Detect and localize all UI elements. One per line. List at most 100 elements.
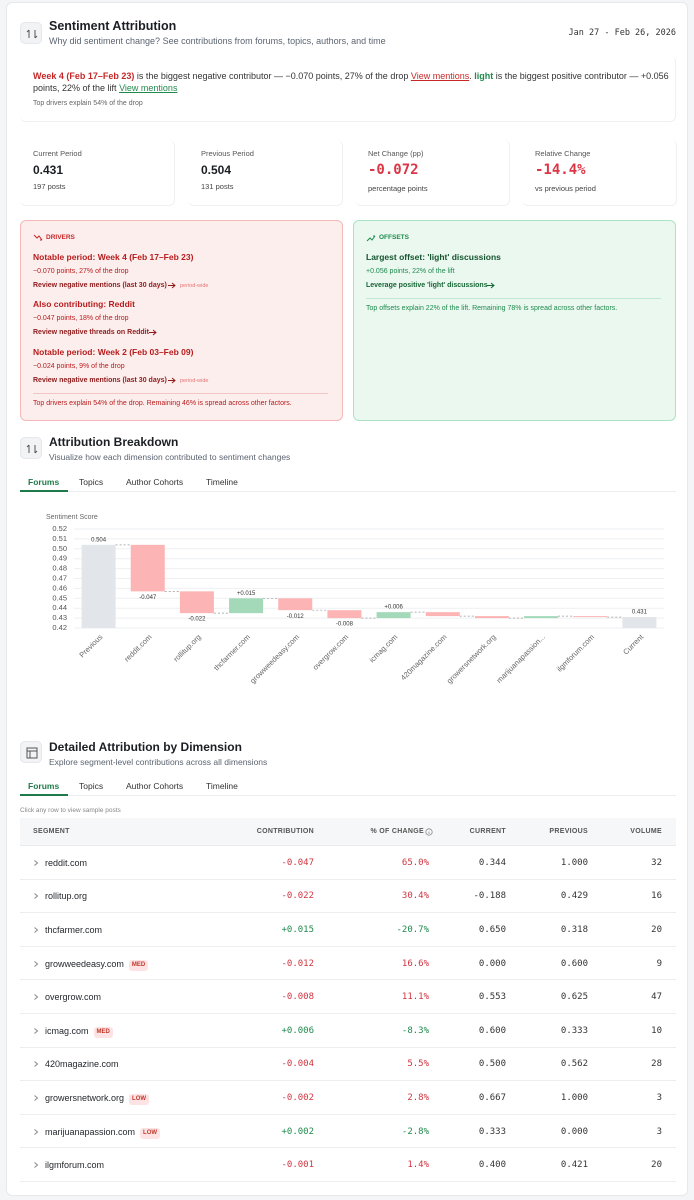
tab[interactable]: Timeline [206, 781, 238, 791]
table-row[interactable] [20, 980, 676, 1014]
negative-text: is the biggest negative contributor — −0… [136, 71, 409, 81]
section-icon [20, 437, 42, 459]
tab-underline [20, 490, 68, 492]
previous: 0.625 [560, 992, 588, 1003]
pct-change: 5.5% [407, 1059, 429, 1070]
y-tick-label: 0.49 [52, 554, 67, 563]
segment: rollitup.org [45, 891, 88, 902]
waterfall-chart: Sentiment Score 0.420.430.440.450.460.47… [46, 514, 664, 685]
chevron [33, 1058, 39, 1073]
tab[interactable]: Author Cohorts [126, 477, 184, 487]
tab[interactable]: Author Cohorts [126, 781, 184, 791]
tab[interactable]: Forums [28, 477, 60, 487]
driver-title: Also contributing: Reddit [33, 299, 135, 309]
x-tick-label: icmag.com [367, 632, 399, 664]
contribution: -0.004 [281, 1059, 314, 1070]
y-tick-label: 0.46 [52, 583, 67, 592]
current: 0.667 [478, 1093, 506, 1103]
tab[interactable]: Topics [79, 477, 104, 487]
kpi-value: -14.4% [535, 162, 586, 178]
tab-bar [20, 491, 676, 492]
table-row[interactable] [20, 913, 676, 947]
volume: 47 [651, 992, 662, 1003]
table-row[interactable] [20, 1048, 676, 1082]
segment: thcfarmer.com [45, 925, 103, 935]
driver-detail: −0.024 points, 9% of the drop [33, 363, 125, 370]
driver-link[interactable]: Review negative mentions (last 30 days) [33, 282, 167, 289]
segment-cell: growersnetwork.org LOW [45, 1092, 150, 1105]
segment: 420magazine.com [45, 1059, 119, 1070]
tab[interactable]: Timeline [206, 477, 238, 487]
table-row[interactable] [20, 1115, 676, 1149]
column-header: % OF CHANGE [370, 828, 424, 835]
kpi-label: Current Period [33, 149, 82, 158]
bar [130, 544, 165, 592]
kpi-card [20, 140, 175, 206]
icon-glyph [26, 747, 38, 759]
chevron [33, 958, 39, 973]
segment: overgrow.com [45, 992, 102, 1003]
kpi-value: 0.431 [33, 163, 64, 177]
date-range: Jan 27 - Feb 26, 2026 [568, 28, 676, 38]
positive-link[interactable]: View mentions [119, 83, 178, 93]
tab[interactable]: Topics [79, 781, 104, 791]
chevron-icon [34, 1027, 39, 1034]
bar [622, 617, 657, 628]
y-tick-label: 0.50 [52, 544, 67, 553]
contribution: -0.002 [281, 1093, 314, 1103]
x-tick-label: growweedeasy.com [248, 632, 301, 685]
pct-change: 2.8% [407, 1093, 429, 1103]
volume: 9 [656, 958, 662, 969]
tab-bar [20, 795, 676, 796]
previous: 0.562 [560, 1059, 588, 1070]
table-row[interactable] [20, 1081, 676, 1115]
y-tick-label: 0.48 [52, 564, 67, 573]
kpi-sub: 131 posts [201, 182, 234, 191]
y-tick-label: 0.44 [52, 603, 67, 612]
tab[interactable]: Forums [28, 781, 60, 791]
positive-label: light [474, 71, 494, 81]
divider [366, 298, 661, 299]
kpi-card [522, 140, 677, 206]
value-label: -0.022 [188, 617, 206, 623]
section-title: Attribution Breakdown [49, 435, 179, 449]
current: 0.400 [478, 1160, 506, 1171]
driver-link[interactable]: Review negative mentions (last 30 days) [33, 377, 167, 384]
negative-link[interactable]: View mentions [410, 71, 470, 81]
chevron [33, 1159, 39, 1174]
x-tick-label: 420magazine.com [399, 632, 449, 682]
offsets-box [353, 220, 676, 421]
bar [327, 610, 362, 619]
segment: growweedeasy.com [45, 958, 124, 969]
value-label: 0.431 [632, 610, 648, 616]
bar [573, 616, 608, 618]
offset-detail: +0.056 points, 22% of the lift [366, 268, 455, 275]
chevron [33, 1126, 39, 1141]
kpi-label: Net Change (pp) [368, 149, 424, 158]
arrow [487, 282, 495, 289]
y-tick-label: 0.51 [52, 534, 67, 543]
table-row[interactable] [20, 1014, 676, 1048]
drivers-heading: DRIVERS [46, 234, 75, 241]
table-row[interactable] [20, 947, 676, 981]
driver-tag: period-wide [180, 283, 209, 289]
bar [474, 616, 509, 619]
chevron-icon [34, 994, 39, 1001]
volume: 32 [651, 857, 662, 868]
table-row[interactable] [20, 880, 676, 914]
offset-title: Largest offset: 'light' discussions [366, 252, 501, 262]
driver-link[interactable]: Review negative threads on Reddit [33, 329, 149, 336]
table-row[interactable] [20, 1148, 676, 1182]
arrow [168, 377, 176, 384]
table-row[interactable] [20, 846, 676, 880]
y-tick-label: 0.42 [52, 623, 67, 632]
column-header: PREVIOUS [549, 828, 588, 835]
info-icon[interactable] [425, 828, 433, 836]
chevron-icon [34, 1162, 39, 1169]
offsets-footer: Top offsets explain 22% of the lift. Rem… [366, 305, 618, 312]
offset-link[interactable]: Leverage positive 'light' discussions [366, 282, 488, 289]
chevron [33, 991, 39, 1006]
chevron-icon [34, 859, 39, 866]
x-tick-label: reddit.com [122, 632, 153, 663]
